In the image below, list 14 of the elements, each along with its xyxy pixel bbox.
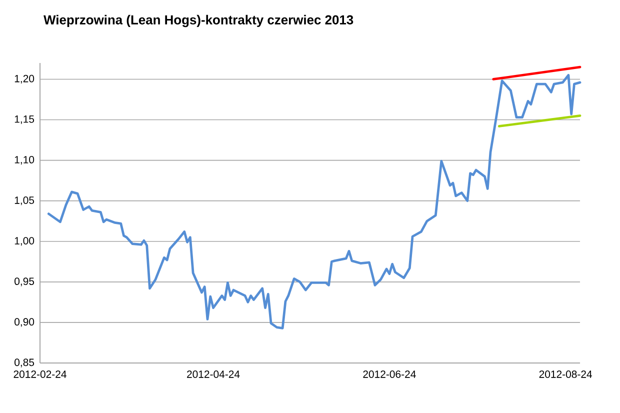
y-tick-label: 1,00 (14, 237, 34, 246)
y-tick-label: 1,10 (14, 156, 34, 165)
x-tick-label: 2012-06-24 (363, 370, 416, 378)
y-tick-label: 0,90 (14, 318, 34, 327)
y-tick-label: 0,95 (14, 278, 34, 286)
line-series (47, 74, 582, 330)
x-tick-label: 2012-02-24 (14, 370, 66, 378)
chart-title: Wieprzowina (Lean Hogs)-kontrakty czerwiec 2013 (44, 14, 354, 28)
y-tick-label: 1,20 (14, 74, 34, 84)
y-tick-label: 1,05 (14, 196, 34, 206)
x-tick-label: 2012-08-24 (539, 370, 592, 378)
y-tick-label: 1,15 (14, 116, 34, 124)
x-tick-label: 2012-04-24 (187, 370, 240, 378)
y-tick-label: 0,85 (14, 358, 34, 368)
